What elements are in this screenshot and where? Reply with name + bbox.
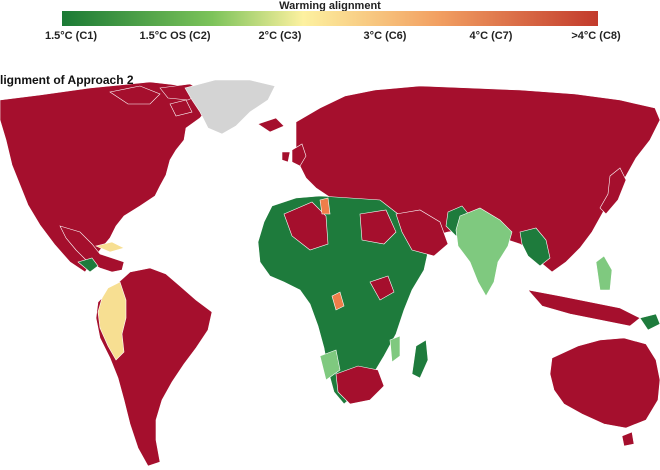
- legend-title: Warming alignment: [279, 0, 381, 12]
- cuba: [95, 241, 125, 253]
- north-africa-red: [283, 201, 397, 251]
- legend-tick-c7: 4°C (C7): [469, 30, 513, 42]
- legend-tick-c1: 1.5°C (C1): [44, 30, 98, 42]
- sudan-red: [369, 275, 395, 301]
- mozambique-light-green: [389, 335, 401, 363]
- legend-tick-c3: 2°C (C3): [258, 30, 302, 42]
- japan: [599, 167, 627, 215]
- tasmania: [621, 431, 635, 447]
- mexico-central-america: [59, 225, 125, 273]
- southeast-asia-green: [519, 227, 551, 267]
- philippines: [595, 255, 613, 291]
- tunisia-orange: [319, 197, 331, 215]
- papua-green: [639, 313, 660, 331]
- namibia-light-green: [319, 349, 341, 381]
- greenland: [184, 79, 276, 135]
- arabia-red: [395, 209, 449, 257]
- central-america-green: [77, 257, 99, 273]
- color-scale-bar: [62, 11, 598, 26]
- south-africa-red: [335, 365, 385, 405]
- map-title: lignment of Approach 2: [0, 73, 134, 87]
- madagascar: [411, 339, 429, 379]
- legend-tick-c6: 3°C (C6): [363, 30, 407, 42]
- indonesia: [527, 289, 641, 327]
- australia: [549, 337, 660, 429]
- uk-ireland: [281, 143, 307, 167]
- india: [455, 207, 513, 297]
- congo-orange: [331, 291, 345, 311]
- legend-tick-c8: >4°C (C8): [571, 30, 621, 42]
- legend-tick-c2: 1.5°C OS (C2): [139, 30, 211, 42]
- iceland: [257, 117, 285, 133]
- peru-chile-yellow: [97, 281, 127, 361]
